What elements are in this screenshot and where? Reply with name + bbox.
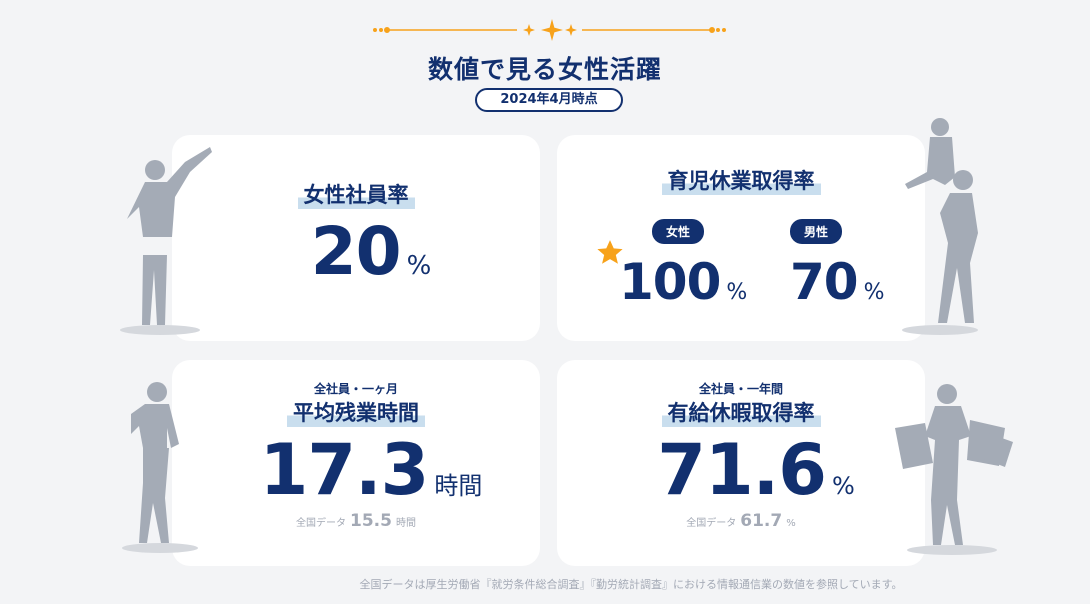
card-value: 71.6: [657, 429, 827, 511]
national-value: 15.5: [350, 511, 392, 531]
national-data: 全国データ 15.5 時間: [172, 511, 540, 531]
card-title: 有給休暇取得率: [661, 397, 821, 427]
card-subtitle: 全社員・一年間: [698, 382, 783, 396]
card-unit: %: [831, 472, 855, 500]
woman-with-shopping-bags-silhouette-icon: [895, 384, 1013, 555]
businesswoman-silhouette-icon: [122, 382, 198, 553]
woman-waving-silhouette-icon: [120, 147, 212, 335]
card-value: 17.3: [259, 429, 430, 511]
male-label: 男性: [790, 219, 843, 244]
national-label: 全国データ: [296, 518, 347, 529]
national-label: 全国データ: [686, 518, 737, 529]
page-title: 数値で見る女性活躍: [427, 55, 662, 84]
national-unit: 時間: [395, 518, 416, 529]
star-icon: [597, 240, 623, 264]
female-value: 100: [619, 253, 721, 311]
card-title: 育児休業取得率: [661, 165, 821, 195]
card-female-ratio: 女性社員率 20%: [172, 135, 540, 341]
card-title: 平均残業時間: [287, 397, 425, 427]
mother-lifting-child-silhouette-icon: [902, 118, 978, 335]
national-data: 全国データ 61.7%: [557, 511, 925, 531]
male-unit: %: [863, 280, 885, 305]
female-unit: %: [726, 280, 748, 305]
card-unit: 時間: [434, 472, 483, 500]
national-value: 61.7: [740, 511, 783, 531]
footnote: 全国データは厚生労働省『就労条件総合調査』『勤労統計調査』における情報通信業の数…: [359, 578, 903, 591]
national-unit: %: [786, 518, 796, 529]
male-value: 70: [790, 253, 859, 311]
card-unit: %: [406, 251, 432, 281]
card-subtitle: 全社員・一ヶ月: [313, 382, 398, 396]
card-childcare-leave: 育児休業取得率 女性 100% 男性 70%: [557, 135, 925, 341]
card-paid-leave: 全社員・一年間 有給休暇取得率 71.6% 全国データ 61.7%: [557, 360, 925, 566]
card-overtime: 全社員・一ヶ月 平均残業時間 17.3 時間 全国データ 15.5 時間: [172, 360, 540, 566]
female-label: 女性: [651, 219, 704, 244]
sparkle-divider-icon: [373, 19, 726, 41]
date-badge: 2024年4月時点: [475, 88, 623, 112]
card-title: 女性社員率: [297, 179, 415, 209]
card-value: 20: [310, 213, 402, 290]
